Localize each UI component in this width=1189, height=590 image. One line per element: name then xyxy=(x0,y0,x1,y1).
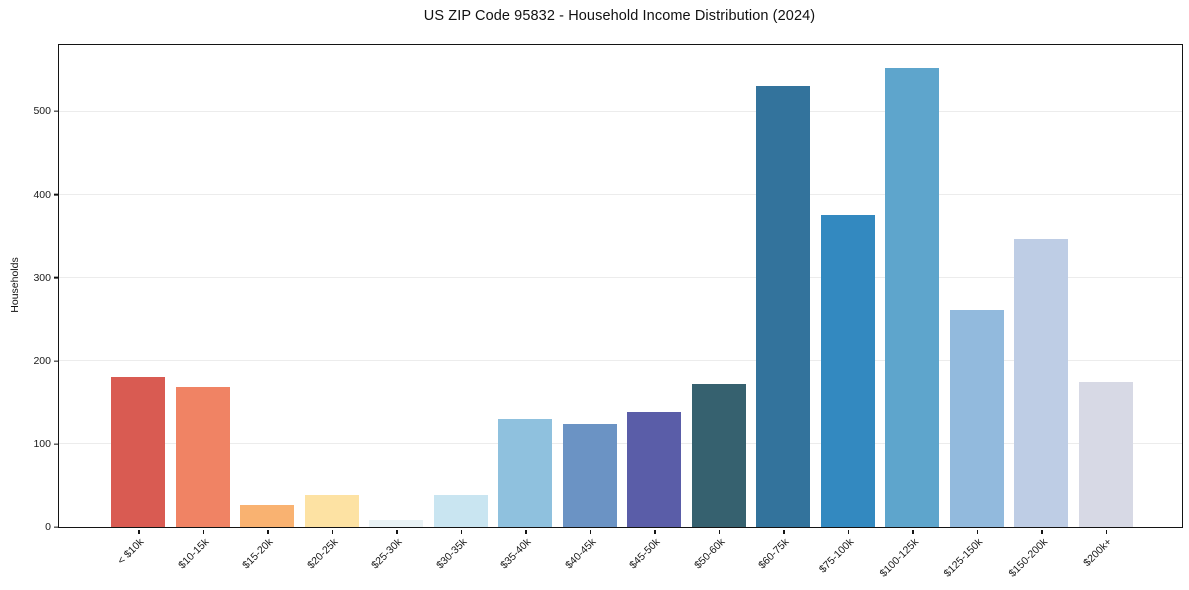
x-tick-mark xyxy=(1105,529,1108,534)
gridline xyxy=(59,443,1182,445)
x-tick-mark xyxy=(976,529,979,534)
y-axis-label: Households xyxy=(9,257,21,313)
y-tick-label: 0 xyxy=(45,521,51,533)
x-tick-label: $200k+ xyxy=(1081,536,1115,570)
gridline xyxy=(59,277,1182,279)
bar-50-60k xyxy=(691,384,746,527)
bar-slot: $20-25k xyxy=(300,45,365,571)
x-tick-label: $150-200k xyxy=(1006,536,1050,580)
bar-200k xyxy=(1078,381,1133,527)
bar-slot: $150-200k xyxy=(1006,45,1074,580)
x-tick-label: $40-45k xyxy=(562,536,599,572)
bar-40-45k xyxy=(562,423,617,527)
bar-slot: $25-30k xyxy=(364,45,429,571)
bar-30-35k xyxy=(433,494,488,527)
bar-slot: $45-50k xyxy=(622,45,687,571)
x-tick-mark xyxy=(783,529,785,534)
y-tick-mark xyxy=(54,277,58,279)
x-tick-mark xyxy=(138,529,140,534)
bar-slot: $125-150k xyxy=(942,45,1010,580)
x-tick-label: $25-30k xyxy=(369,536,405,572)
x-tick-label: $100-125k xyxy=(877,536,921,580)
bar-45-50k xyxy=(627,411,682,527)
x-tick-label: $35-40k xyxy=(498,536,534,572)
bar-slot: $10-15k xyxy=(171,45,236,571)
x-tick-mark xyxy=(396,529,398,534)
x-tick-mark xyxy=(718,529,721,534)
bar-slot: $100-125k xyxy=(877,45,945,580)
y-tick-label: 400 xyxy=(33,188,51,201)
x-tick-label: < $10k xyxy=(115,536,147,567)
y-tick-mark xyxy=(54,193,58,196)
bar-slot: < $10k xyxy=(106,45,171,567)
y-tick-mark xyxy=(54,443,58,445)
x-tick-label: $30-35k xyxy=(433,536,470,572)
y-tick-label: 100 xyxy=(33,437,51,450)
bar-60-75k xyxy=(756,85,811,527)
gridline xyxy=(59,194,1182,196)
x-tick-mark xyxy=(460,529,463,534)
x-tick-mark xyxy=(267,529,269,534)
gridline xyxy=(59,110,1182,112)
bar-slot: $30-35k xyxy=(429,45,494,571)
y-tick-label: 200 xyxy=(33,354,51,367)
x-tick-mark xyxy=(525,529,527,534)
bar-150-200k xyxy=(1014,239,1069,527)
y-tick-mark xyxy=(54,360,58,362)
bar-10k xyxy=(111,376,166,527)
y-tick-mark xyxy=(54,110,58,113)
bar-15-20k xyxy=(240,505,295,527)
x-tick-label: $125-150k xyxy=(941,536,986,580)
bar-slot: $200k+ xyxy=(1074,45,1139,569)
x-tick-mark xyxy=(654,529,656,534)
x-tick-mark xyxy=(589,529,592,534)
x-tick-mark xyxy=(847,529,850,534)
bar-10-15k xyxy=(175,386,230,527)
y-tick-mark xyxy=(54,526,58,528)
bar-slot: $50-60k xyxy=(687,45,752,571)
y-tick-label: 300 xyxy=(33,271,51,284)
chart-title: US ZIP Code 95832 - Household Income Dis… xyxy=(423,8,816,24)
bar-100-125k xyxy=(885,68,940,527)
plot-area: 0 100 200 300 400 500 < $10k $10-15k $15-20k $20… xyxy=(33,44,1183,580)
x-tick-label: $60-75k xyxy=(756,536,792,572)
x-tick-mark xyxy=(331,529,334,534)
x-tick-label: $75-100k xyxy=(816,536,857,576)
y-tick-label: 500 xyxy=(33,105,51,118)
bar-slot: $40-45k xyxy=(558,45,623,571)
x-tick-label: $20-25k xyxy=(304,536,341,572)
x-tick-mark xyxy=(1041,529,1043,534)
bar-25-30k xyxy=(369,520,424,527)
x-tick-label: $45-50k xyxy=(627,536,663,572)
bar-slot: $75-100k xyxy=(816,45,881,575)
x-tick-label: $10-15k xyxy=(175,536,212,572)
x-tick-label: $15-20k xyxy=(240,536,276,572)
bar-75-100k xyxy=(820,214,875,527)
bar-slot: $60-75k xyxy=(751,45,816,571)
bar-slot: $35-40k xyxy=(493,45,558,571)
x-tick-mark xyxy=(912,529,914,534)
bar-20-25k xyxy=(304,495,359,527)
bar-125-150k xyxy=(949,310,1004,527)
bar-35-40k xyxy=(498,418,553,527)
bars-row: < $10k $10-15k $15-20k $20-25k $25-30k $30-35… xyxy=(59,45,1182,580)
x-tick-mark xyxy=(202,529,205,534)
bar-slot: $15-20k xyxy=(235,45,300,571)
gridline xyxy=(59,360,1182,362)
x-tick-label: $50-60k xyxy=(691,536,728,572)
